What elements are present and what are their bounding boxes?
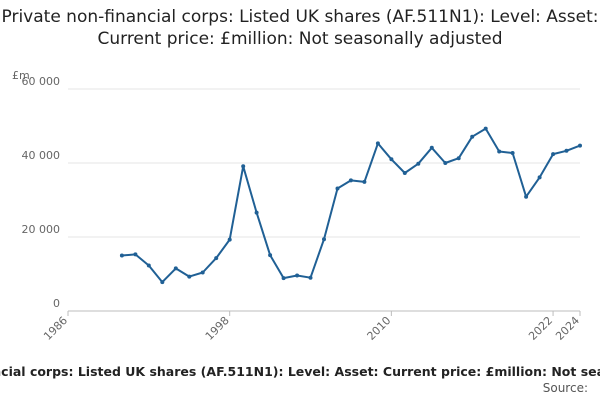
data-point (146, 263, 151, 268)
y-tick-label: 0 (53, 297, 60, 310)
x-tick-label: 2024 (553, 314, 582, 343)
data-point (335, 186, 340, 191)
data-point (241, 164, 246, 169)
data-point (443, 161, 448, 165)
data-point (119, 253, 124, 258)
data-point (187, 274, 192, 279)
data-point (214, 256, 219, 261)
data-point (254, 210, 259, 215)
data-point (375, 141, 380, 146)
y-tick-label: 40 000 (22, 149, 61, 162)
chart-title: Private non-financial corps: Listed UK s… (1, 7, 599, 49)
y-tick-label: 20 000 (22, 223, 61, 236)
data-point (133, 252, 138, 257)
data-point (402, 171, 407, 175)
data-point (524, 194, 529, 199)
x-tick-label: 2010 (364, 314, 393, 343)
data-point (308, 275, 313, 280)
data-point (281, 276, 286, 281)
data-point (578, 143, 582, 148)
data-point (510, 151, 515, 155)
data-point (362, 179, 367, 184)
x-tick-label: 1986 (41, 314, 70, 343)
x-tick-label: 1998 (203, 314, 232, 343)
data-point (470, 134, 475, 139)
data-point (429, 145, 434, 150)
data-point (551, 152, 556, 157)
data-point (227, 237, 232, 242)
data-point (200, 270, 205, 275)
data-point (389, 157, 394, 162)
data-point (348, 178, 353, 183)
source-label: Source: (542, 381, 588, 395)
y-axis-unit-label: £m (12, 69, 30, 82)
data-point (268, 253, 273, 258)
data-point (322, 237, 326, 242)
data-point (537, 175, 542, 180)
chart-caption: Private non-financial corps: Listed UK s… (0, 364, 600, 382)
x-tick-label: 2022 (526, 314, 555, 343)
data-point (564, 148, 569, 153)
data-point (456, 156, 461, 161)
data-point (416, 161, 421, 166)
y-tick-label: 60 000 (22, 75, 61, 88)
data-point (295, 273, 300, 278)
chart-caption-text: Private non-financial corps: Listed UK s… (0, 364, 600, 379)
data-point (173, 266, 178, 271)
data-point (160, 280, 165, 285)
data-point (483, 126, 488, 131)
data-point (497, 149, 502, 154)
